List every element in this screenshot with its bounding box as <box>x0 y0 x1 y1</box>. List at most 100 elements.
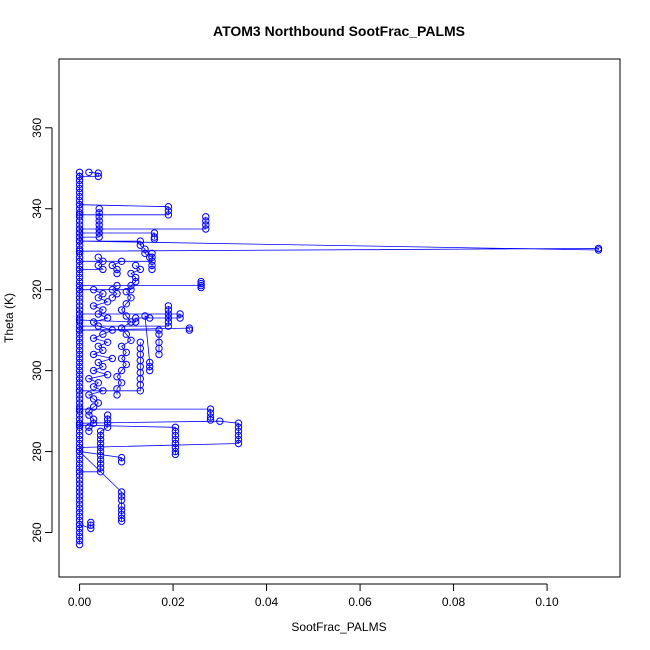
data-point <box>117 453 126 462</box>
data-point <box>127 294 135 302</box>
data-point <box>85 407 93 415</box>
series-line <box>79 240 599 252</box>
series-line <box>79 329 160 355</box>
series <box>75 324 194 334</box>
data-point <box>127 269 135 278</box>
data-point <box>171 439 180 448</box>
data-point <box>117 488 126 496</box>
data-point <box>122 312 131 320</box>
data-point <box>85 411 93 419</box>
series-line <box>79 256 104 270</box>
data-point <box>132 273 140 282</box>
data-point <box>155 330 163 338</box>
data-point <box>113 281 121 290</box>
data-point <box>96 468 105 476</box>
data-point <box>75 443 84 452</box>
y-axis-label: Theta (K) <box>2 293 16 343</box>
data-point <box>75 281 84 290</box>
data-point <box>75 435 84 444</box>
series-line <box>79 424 176 455</box>
data-point <box>117 354 126 363</box>
data-point <box>108 261 117 270</box>
data-point <box>75 233 84 241</box>
series <box>75 518 95 533</box>
data-point <box>206 409 215 417</box>
data-point <box>127 281 135 290</box>
data-point <box>99 290 107 298</box>
x-tick-label: 0.02 <box>161 595 185 609</box>
data-point <box>96 447 105 456</box>
data-point <box>75 540 84 549</box>
data-point <box>75 247 84 255</box>
series <box>75 411 112 476</box>
series-line <box>79 415 108 473</box>
data-point <box>164 306 173 314</box>
series-line <box>79 281 202 288</box>
data-point <box>75 528 84 537</box>
data-point <box>75 500 84 508</box>
data-point <box>95 213 103 221</box>
series <box>75 277 205 292</box>
data-point <box>89 415 98 423</box>
data-point <box>75 520 84 529</box>
data-point <box>75 431 84 440</box>
data-point <box>75 375 84 383</box>
data-point <box>113 385 121 393</box>
series-line <box>79 522 92 529</box>
data-point <box>202 213 210 221</box>
series-line <box>79 253 153 270</box>
data-point <box>164 211 173 219</box>
series-line <box>79 408 211 420</box>
data-point <box>87 524 95 533</box>
data-point <box>234 439 243 448</box>
data-point <box>75 362 84 371</box>
data-point <box>148 261 156 270</box>
plot-layer <box>75 168 603 549</box>
data-point <box>75 472 84 480</box>
data-point <box>94 379 103 387</box>
data-point <box>75 249 84 258</box>
series <box>75 249 156 274</box>
data-point <box>75 245 84 253</box>
series <box>85 286 117 435</box>
data-point <box>148 265 156 274</box>
data-point <box>75 358 84 367</box>
data-point <box>75 532 84 541</box>
data-point <box>75 180 84 189</box>
data-point <box>75 480 84 488</box>
series <box>75 205 103 241</box>
data-point <box>206 413 215 421</box>
series <box>75 447 126 525</box>
x-tick-label: 0.08 <box>442 595 466 609</box>
data-point <box>96 439 105 448</box>
data-point <box>117 324 126 332</box>
data-point <box>75 192 84 201</box>
data-point <box>197 283 205 292</box>
series-line <box>116 291 132 395</box>
data-point <box>75 225 84 233</box>
series <box>75 201 173 219</box>
series <box>75 253 107 274</box>
series-line <box>79 232 155 240</box>
data-point <box>148 249 156 258</box>
series <box>141 312 154 375</box>
data-point <box>75 476 84 484</box>
y-tick-label: 320 <box>30 279 44 299</box>
data-point <box>141 245 149 253</box>
series-line <box>144 315 151 371</box>
data-point <box>89 318 98 326</box>
y-tick-label: 300 <box>30 360 44 380</box>
data-point <box>234 419 243 427</box>
data-point <box>95 225 103 233</box>
series <box>75 421 180 459</box>
y-tick-label: 340 <box>30 198 44 218</box>
series <box>113 288 135 399</box>
data-point <box>75 172 84 181</box>
data-point <box>234 431 243 440</box>
data-point <box>117 257 126 265</box>
data-point <box>75 366 84 375</box>
x-tick-label: 0.10 <box>535 595 559 609</box>
data-point <box>75 330 84 338</box>
data-point <box>122 348 131 357</box>
series <box>75 310 184 326</box>
